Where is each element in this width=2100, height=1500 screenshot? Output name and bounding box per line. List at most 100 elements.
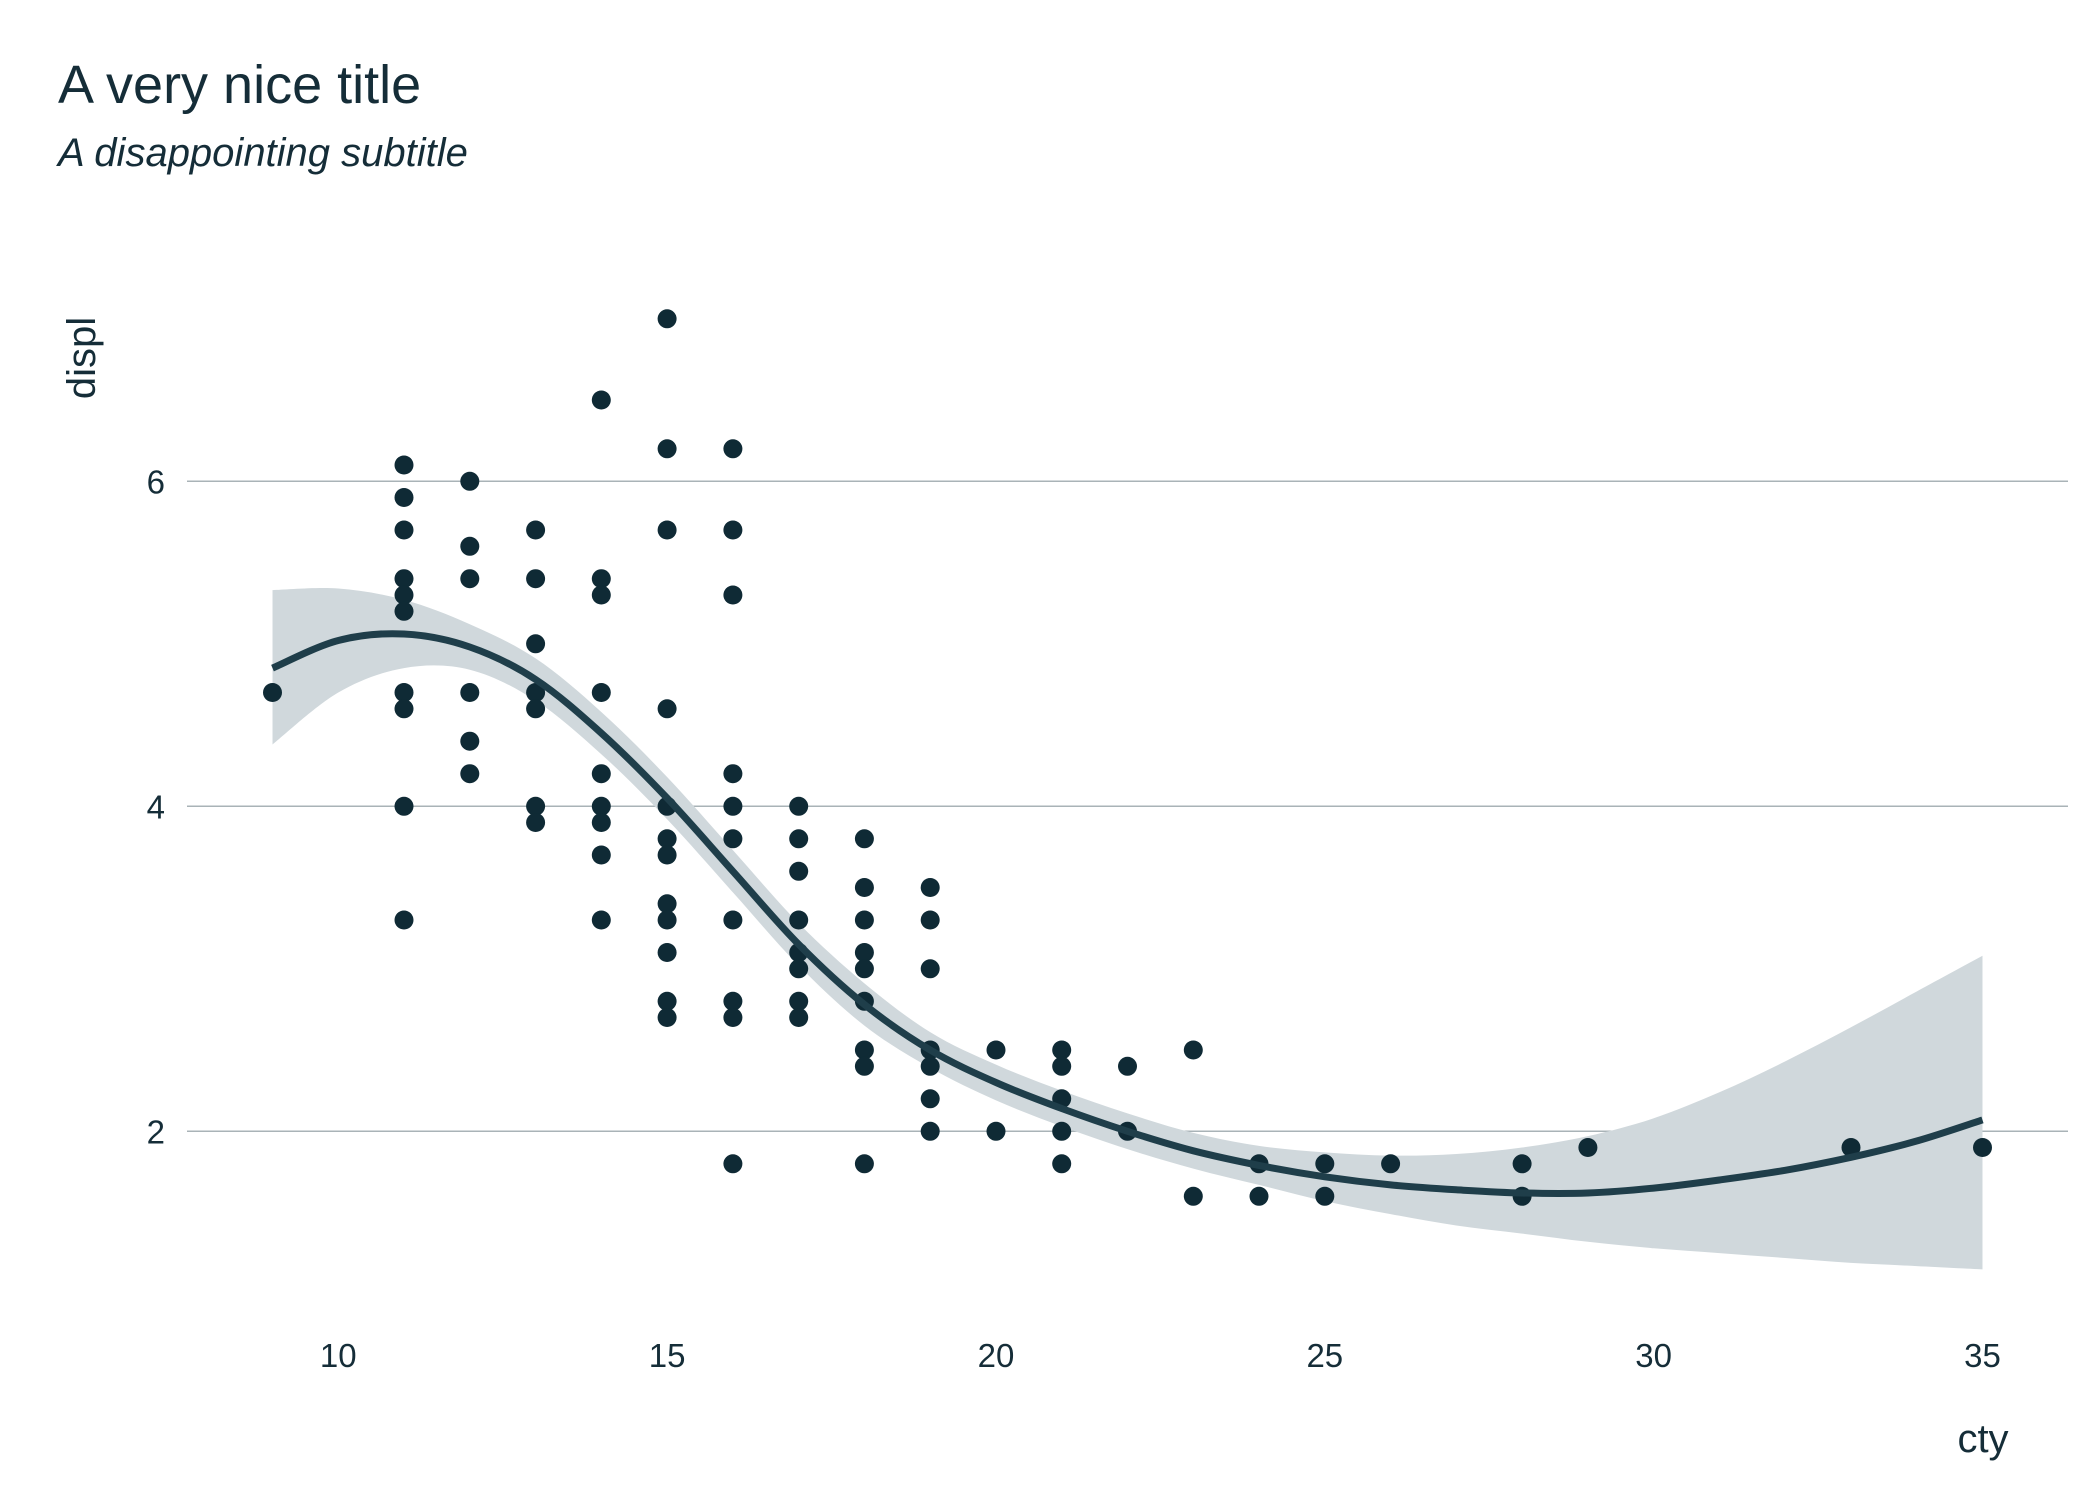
data-point [526, 520, 546, 540]
data-point [591, 910, 611, 930]
data-point [920, 910, 940, 930]
data-point [789, 991, 809, 1011]
x-tick-label: 20 [978, 1337, 1015, 1374]
data-point [986, 1121, 1006, 1141]
data-point [657, 943, 677, 962]
data-point [723, 796, 743, 816]
data-point [657, 439, 677, 459]
data-point [591, 764, 611, 784]
data-point [920, 1089, 940, 1109]
data-point [1183, 1040, 1203, 1060]
data-point [854, 1040, 874, 1060]
data-point [1052, 1056, 1072, 1076]
data-point [657, 1008, 677, 1027]
data-point [1512, 1154, 1532, 1174]
data-point [657, 309, 677, 329]
data-point [723, 991, 743, 1011]
data-point [789, 1008, 809, 1027]
data-point [854, 1056, 874, 1076]
data-point [854, 910, 874, 930]
data-point [1249, 1186, 1269, 1206]
data-point [1973, 1138, 1992, 1157]
data-point [460, 536, 480, 556]
data-point [723, 910, 743, 930]
data-point [854, 959, 874, 979]
data-point [789, 910, 809, 930]
data-point [1578, 1138, 1598, 1157]
data-point [1381, 1154, 1401, 1174]
x-tick-label: 35 [1964, 1337, 2001, 1374]
data-point [657, 991, 677, 1011]
x-axis-title: cty [1957, 1417, 2008, 1461]
data-point [394, 910, 414, 930]
data-point [394, 569, 414, 589]
data-point [920, 1056, 940, 1076]
data-point [1183, 1186, 1203, 1206]
data-point [789, 829, 809, 849]
data-point [591, 683, 611, 702]
data-point [526, 813, 546, 832]
data-point [526, 683, 546, 702]
data-point [920, 1121, 940, 1141]
data-point [526, 569, 546, 589]
data-point [394, 699, 414, 719]
data-point [723, 1154, 743, 1174]
data-point [1315, 1186, 1335, 1206]
data-point [986, 1040, 1006, 1060]
data-point [657, 829, 677, 849]
data-point [460, 731, 480, 751]
data-point [1052, 1154, 1072, 1174]
data-point [460, 683, 480, 702]
data-point [394, 488, 414, 507]
data-point [394, 796, 414, 816]
x-tick-label: 10 [320, 1337, 357, 1374]
data-point [591, 813, 611, 832]
data-point [920, 878, 940, 897]
x-axis-ticks: 10 15 20 25 30 35 [320, 1337, 2001, 1374]
data-point [394, 520, 414, 540]
data-point [723, 585, 743, 605]
data-point [591, 569, 611, 589]
data-point [723, 439, 743, 459]
data-point [657, 894, 677, 914]
data-point [723, 1008, 743, 1027]
data-point [526, 699, 546, 719]
data-point [1052, 1121, 1072, 1141]
chart-title: A very nice title [58, 55, 422, 115]
data-point [591, 585, 611, 605]
data-point [526, 634, 546, 654]
chart-subtitle: A disappointing subtitle [58, 131, 468, 175]
y-axis-ticks: 2 4 6 [147, 463, 165, 1150]
data-point [394, 601, 414, 621]
data-point [1052, 1040, 1072, 1060]
data-point [591, 845, 611, 865]
data-point [657, 699, 677, 719]
x-tick-label: 15 [649, 1337, 686, 1374]
y-tick-label: 4 [147, 788, 165, 825]
data-point [1841, 1138, 1861, 1157]
data-point [657, 910, 677, 930]
data-point [394, 455, 414, 475]
data-point [460, 471, 480, 491]
data-point [789, 796, 809, 816]
smooth-line [271, 630, 1984, 1197]
y-tick-label: 2 [147, 1113, 165, 1150]
data-point [1118, 1056, 1137, 1076]
data-point [854, 878, 874, 897]
data-point [1315, 1154, 1335, 1174]
data-point [657, 520, 677, 540]
y-axis-title: displ [60, 317, 104, 399]
data-points [263, 309, 1992, 1206]
data-point [723, 764, 743, 784]
data-point [854, 943, 874, 962]
data-point [723, 829, 743, 849]
data-point [854, 1154, 874, 1174]
data-point [723, 520, 743, 540]
data-point [526, 796, 546, 816]
data-point [789, 959, 809, 979]
data-point [394, 683, 414, 702]
y-tick-label: 6 [147, 463, 165, 500]
data-point [657, 845, 677, 865]
data-point [263, 683, 282, 702]
